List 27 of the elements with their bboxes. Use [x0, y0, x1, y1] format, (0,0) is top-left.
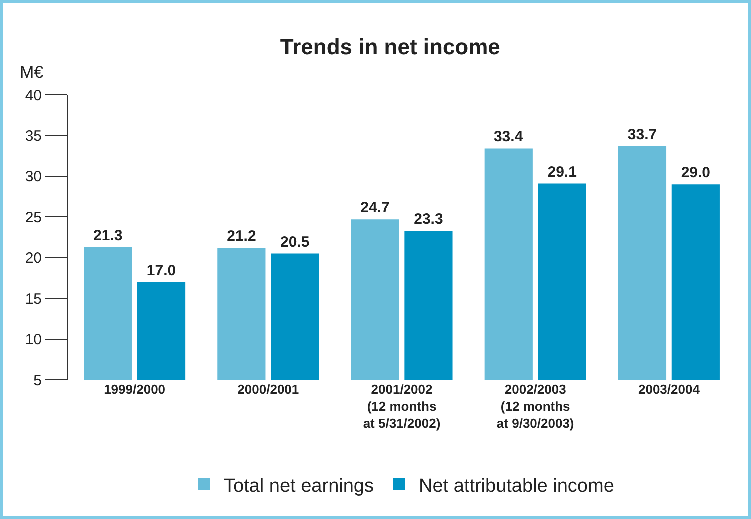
y-tick-label: 25: [25, 209, 42, 226]
x-tick-label: 2000/2001: [238, 382, 300, 397]
data-label: 33.4: [494, 128, 524, 146]
data-label: 29.1: [548, 164, 577, 181]
data-label: 20.5: [280, 234, 310, 251]
data-label: 24.7: [360, 200, 390, 217]
data-label: 21.2: [227, 228, 256, 246]
y-axis-title: M€: [20, 63, 44, 82]
data-label: 23.3: [414, 210, 444, 228]
x-tick-label: 1999/2000: [104, 382, 166, 397]
y-tick-label: 15: [25, 290, 42, 308]
data-label: 21.3: [93, 227, 123, 244]
data-label: 33.7: [628, 126, 658, 144]
legend-label: Net attributable income: [419, 476, 614, 497]
data-label: 29.0: [681, 164, 711, 182]
chart-title: Trends in net income: [280, 34, 500, 60]
data-label: 17.0: [146, 262, 176, 280]
y-tick-label: 40: [25, 87, 42, 104]
y-tick-label: 5: [34, 372, 42, 390]
y-tick-label: 30: [25, 168, 42, 186]
y-tick-label: 35: [25, 128, 42, 145]
legend-label: Total net earnings: [224, 476, 374, 497]
y-tick-label: 10: [25, 332, 42, 349]
x-tick-label: 2002/2003 (12 months at 9/30/2003): [496, 382, 574, 431]
x-tick-label: 2003/2004: [638, 382, 701, 397]
x-tick-label: 2001/2002 (12 months at 5/31/2002): [363, 382, 441, 431]
y-tick-label: 20: [25, 250, 42, 268]
